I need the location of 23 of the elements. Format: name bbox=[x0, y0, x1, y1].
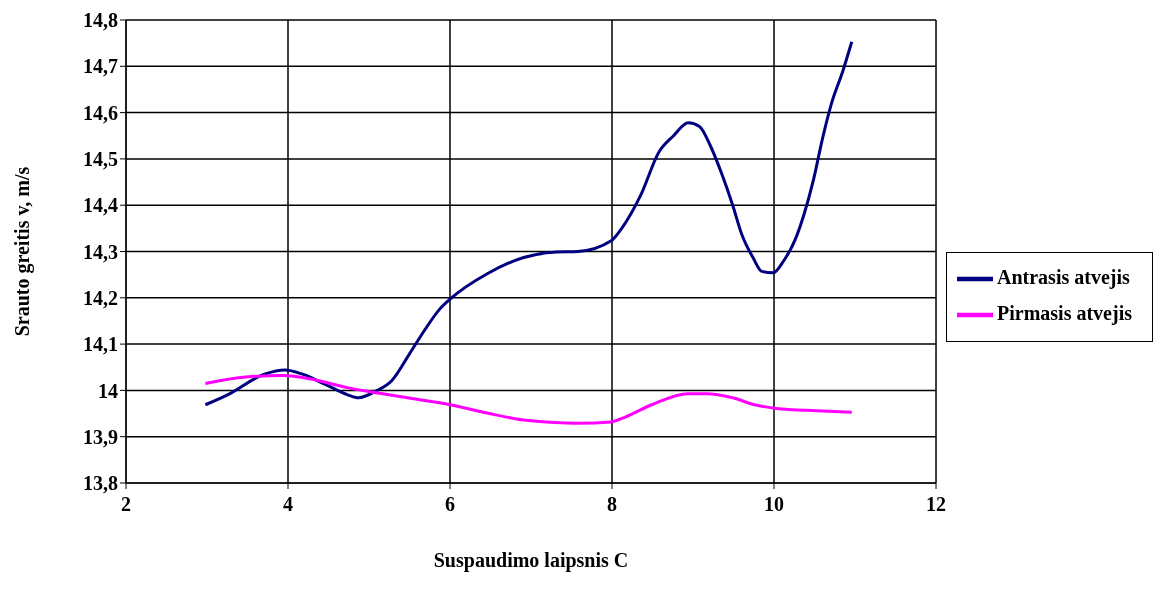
legend-label: Pirmasis atvejis bbox=[997, 301, 1132, 324]
y-tick-label: 14,4 bbox=[83, 194, 118, 217]
y-tick-label: 13,9 bbox=[83, 425, 118, 448]
x-tick-label: 2 bbox=[121, 493, 131, 516]
x-axis-title: Suspaudimo laipsnis C bbox=[433, 549, 629, 572]
x-tick-label: 6 bbox=[445, 493, 456, 516]
y-tick-label: 14,2 bbox=[83, 286, 118, 309]
y-tick-label: 14,6 bbox=[83, 101, 118, 124]
y-tick-label: 13,8 bbox=[83, 472, 118, 495]
line-series bbox=[203, 374, 854, 425]
y-tick-label: 14,3 bbox=[83, 240, 118, 263]
y-tick-label: 14 bbox=[98, 379, 118, 402]
y-tick-label: 14,5 bbox=[83, 148, 118, 170]
y-axis-title: Srauto greitis v, m/s bbox=[11, 166, 35, 337]
x-tick-label: 10 bbox=[764, 493, 785, 516]
x-tick-label: 8 bbox=[607, 493, 618, 516]
x-tick-label: 12 bbox=[926, 493, 947, 516]
y-tick-label: 14,8 bbox=[83, 9, 118, 32]
y-tick-label: 14,7 bbox=[83, 55, 118, 78]
line-series bbox=[203, 40, 854, 407]
y-tick-label: 14,1 bbox=[83, 333, 118, 356]
x-tick-label: 4 bbox=[283, 493, 293, 516]
legend-label: Antrasis atvejis bbox=[997, 265, 1130, 288]
